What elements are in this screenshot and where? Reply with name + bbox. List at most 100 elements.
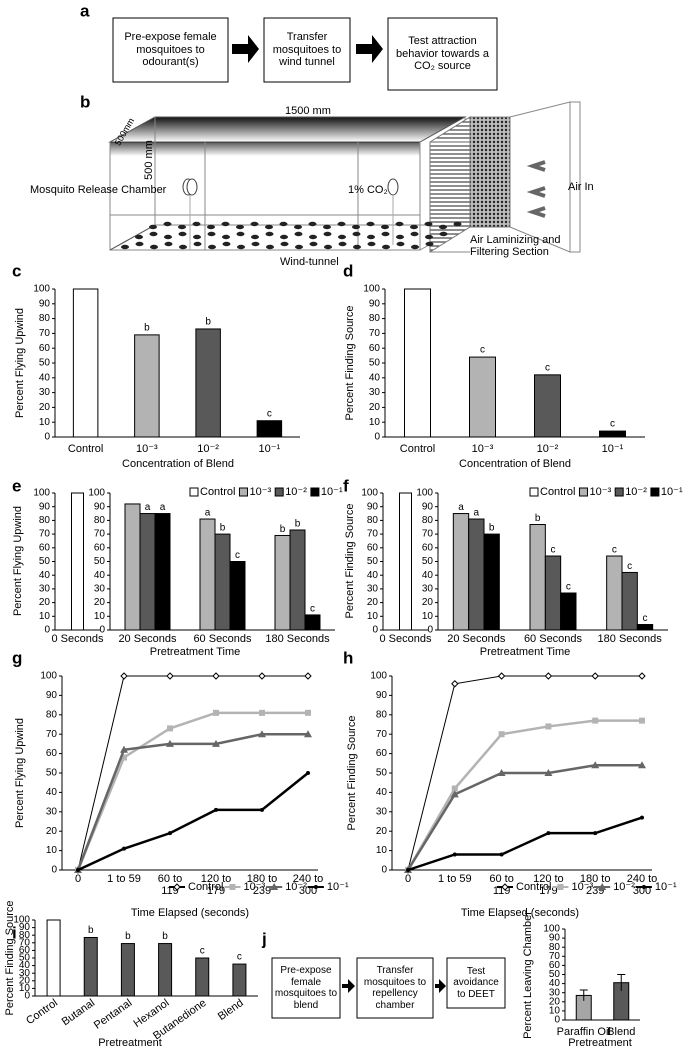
- y-tick-label: 0: [99, 625, 105, 636]
- y-tick-label: 100: [88, 488, 105, 499]
- panel-label: c: [12, 261, 21, 280]
- y-tick-label: 20: [94, 597, 106, 608]
- significance-label: b: [295, 519, 301, 530]
- floor-spot: [366, 221, 375, 227]
- floor-spot: [294, 224, 302, 230]
- series-line: [76, 711, 308, 871]
- flow-step: Transfer mosquitoes to repellency chambe…: [363, 965, 427, 1011]
- floor-spot: [178, 231, 187, 237]
- x-axis-label: Time Elapsed (seconds): [131, 907, 249, 919]
- y-tick-label: 40: [549, 978, 561, 989]
- legend-label: 10⁻¹: [655, 881, 677, 893]
- point: [166, 739, 174, 747]
- y-tick-label: 40: [46, 787, 58, 798]
- x-tick-label: 20 Seconds: [118, 633, 177, 645]
- point: [451, 680, 459, 688]
- floor-spot: [411, 244, 419, 250]
- y-tick-label: 70: [19, 937, 31, 948]
- y-tick-label: 0: [44, 432, 50, 443]
- y-tick-label: 0: [44, 625, 50, 636]
- y-tick-label: 70: [39, 529, 51, 540]
- legend-label: Control: [540, 486, 575, 498]
- floor-spot: [251, 241, 260, 247]
- y-tick-label: 60: [367, 542, 379, 553]
- y-tick-label: 30: [367, 584, 379, 595]
- y-tick-label: 50: [549, 969, 561, 980]
- x-axis-label: Concentration of Blend: [459, 458, 571, 470]
- bar: [232, 963, 247, 997]
- flow-step-text: Transfer mosquitoes to repellency chambe…: [363, 965, 427, 1011]
- y-tick-label: 0: [24, 991, 30, 1002]
- point: [167, 725, 173, 732]
- floor-spot: [309, 241, 318, 247]
- point: [76, 868, 80, 872]
- point: [258, 730, 266, 738]
- point: [591, 672, 599, 680]
- error-bar: [617, 974, 626, 991]
- floor-spot: [395, 221, 404, 227]
- series-line: [407, 675, 642, 871]
- point: [259, 709, 265, 716]
- x-tick-label: 0 Seconds: [52, 633, 104, 645]
- legend-marker: [313, 885, 318, 889]
- y-tick-label: 30: [376, 806, 388, 817]
- y-tick-label: 70: [369, 328, 381, 339]
- y-tick-label: 60: [39, 343, 51, 354]
- floor-spot: [208, 244, 216, 250]
- y-tick-label: 70: [94, 529, 106, 540]
- y-tick-label: 90: [376, 690, 388, 701]
- y-tick-label: 90: [39, 501, 51, 512]
- bar: [83, 936, 98, 997]
- x-tick-label: 180 Seconds: [598, 633, 663, 645]
- legend-marker: [641, 885, 646, 889]
- x-tick-label: 120 to 179: [533, 873, 564, 897]
- significance-label: a: [458, 502, 464, 513]
- floor-spot: [164, 241, 173, 247]
- flow-arrow: [232, 35, 259, 63]
- point: [214, 807, 218, 812]
- floor-spot: [121, 244, 129, 250]
- series-line: [76, 732, 308, 871]
- y-tick-label: 50: [46, 768, 58, 779]
- flow-arrow: [356, 35, 383, 63]
- point: [306, 771, 310, 775]
- flow-box: [263, 17, 351, 83]
- significance-label: c: [610, 419, 615, 430]
- y-tick-label: 20: [19, 975, 31, 986]
- point: [499, 852, 504, 857]
- legend-label: 10⁻¹: [327, 881, 349, 893]
- y-tick-label: 10: [422, 611, 434, 622]
- y-tick-label: 0: [372, 625, 378, 636]
- x-tick-label: 60 Seconds: [524, 633, 583, 645]
- floor-spot: [221, 221, 230, 227]
- y-tick-label: 50: [39, 556, 51, 567]
- x-tick-label: 60 Seconds: [193, 633, 252, 645]
- y-tick-label: 50: [39, 358, 51, 369]
- x-tick-label-text: 0: [404, 873, 412, 885]
- point: [498, 731, 505, 738]
- flow-box: [387, 17, 498, 91]
- point: [120, 672, 128, 680]
- panel-label: e: [12, 476, 21, 495]
- y-axis-label: Percent Flying Upwind: [14, 308, 26, 418]
- bar: [158, 943, 173, 997]
- y-tick-label: 50: [94, 556, 106, 567]
- y-tick-label: 50: [19, 953, 31, 964]
- x-tick-label: Blend: [607, 1026, 635, 1038]
- x-tick-label: 60 to 119: [158, 873, 182, 897]
- floor-spot: [367, 234, 375, 240]
- bar: [469, 356, 496, 438]
- bar: [72, 288, 99, 438]
- floor-spot: [324, 244, 332, 250]
- y-tick-label: 40: [19, 960, 31, 971]
- floor-spot: [425, 241, 434, 247]
- y-axis-label: Percent Finding Source: [344, 306, 356, 421]
- y-tick-label: 70: [422, 529, 434, 540]
- y-axis-label: Percent Flying Upwind: [12, 506, 24, 616]
- legend-label: 10⁻²: [285, 486, 307, 498]
- y-axis-label: Percent Finding Source: [346, 716, 358, 831]
- floor-spot: [265, 231, 274, 237]
- y-tick-label: 0: [374, 432, 380, 443]
- floor-spot: [207, 231, 216, 237]
- bar: [404, 288, 431, 438]
